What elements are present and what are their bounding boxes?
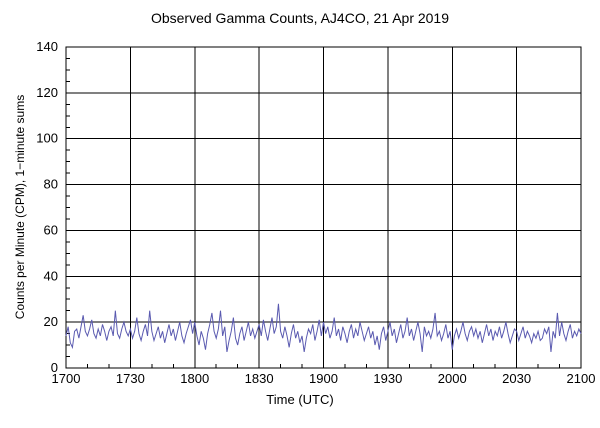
y-tick-label: 40 [44, 268, 58, 283]
y-tick-label: 20 [44, 314, 58, 329]
x-tick-label: 2000 [438, 371, 467, 386]
x-tick-label: 2030 [502, 371, 531, 386]
x-tick-label: 1930 [373, 371, 402, 386]
grid-lines [66, 47, 581, 368]
x-tick-label: 2100 [567, 371, 596, 386]
gamma-counts-line [65, 303, 582, 353]
x-tick-label: 1830 [245, 371, 274, 386]
y-axis-label: Counts per Minute (CPM), 1−minute sums [13, 95, 27, 319]
axis-ticks [66, 57, 561, 368]
x-tick-label: 1730 [116, 371, 145, 386]
x-tick-label: 1700 [52, 371, 81, 386]
tick-labels: 1700 1730 1800 1830 1900 1930 2000 2030 2100 0 20 4… [36, 39, 595, 386]
x-tick-label: 1800 [180, 371, 209, 386]
y-tick-label: 120 [36, 85, 58, 100]
chart-title: Observed Gamma Counts, AJ4CO, 21 Apr 201… [151, 10, 449, 26]
y-tick-label: 80 [44, 177, 58, 192]
plot-border [65, 46, 582, 369]
y-tick-label: 100 [36, 131, 58, 146]
x-tick-label: 1900 [309, 371, 338, 386]
y-tick-label: 60 [44, 222, 58, 237]
x-axis-label: Time (UTC) [266, 392, 333, 407]
y-tick-label: 140 [36, 39, 58, 54]
y-tick-label: 0 [51, 360, 58, 375]
